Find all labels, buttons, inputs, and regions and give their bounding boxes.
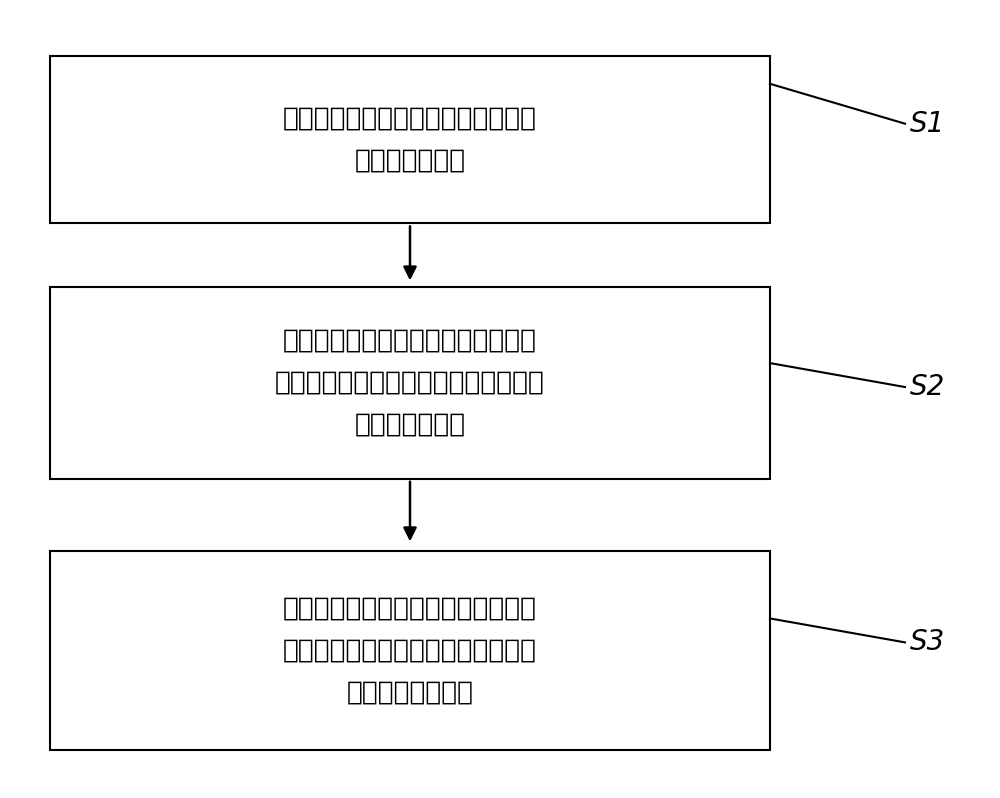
FancyBboxPatch shape — [50, 287, 770, 479]
Text: 根据二层规划理论，从交易角度出发
，建立可再生能源参与中长期电力交易
的二层规划模型: 根据二层规划理论，从交易角度出发 ，建立可再生能源参与中长期电力交易 的二层规划… — [275, 328, 545, 438]
Text: S1: S1 — [910, 109, 945, 138]
FancyBboxPatch shape — [50, 551, 770, 750]
FancyBboxPatch shape — [50, 56, 770, 223]
Text: S2: S2 — [910, 373, 945, 401]
Text: 采用离散粒子群和连续粒子群相结合
的混合算法以及非线性规划法对二层
规划模型进行求解: 采用离散粒子群和连续粒子群相结合 的混合算法以及非线性规划法对二层 规划模型进行… — [283, 595, 537, 705]
Text: S3: S3 — [910, 628, 945, 657]
Text: 根据能源市场的出清情况，拟定发电
企业的申报电价: 根据能源市场的出清情况，拟定发电 企业的申报电价 — [283, 105, 537, 174]
